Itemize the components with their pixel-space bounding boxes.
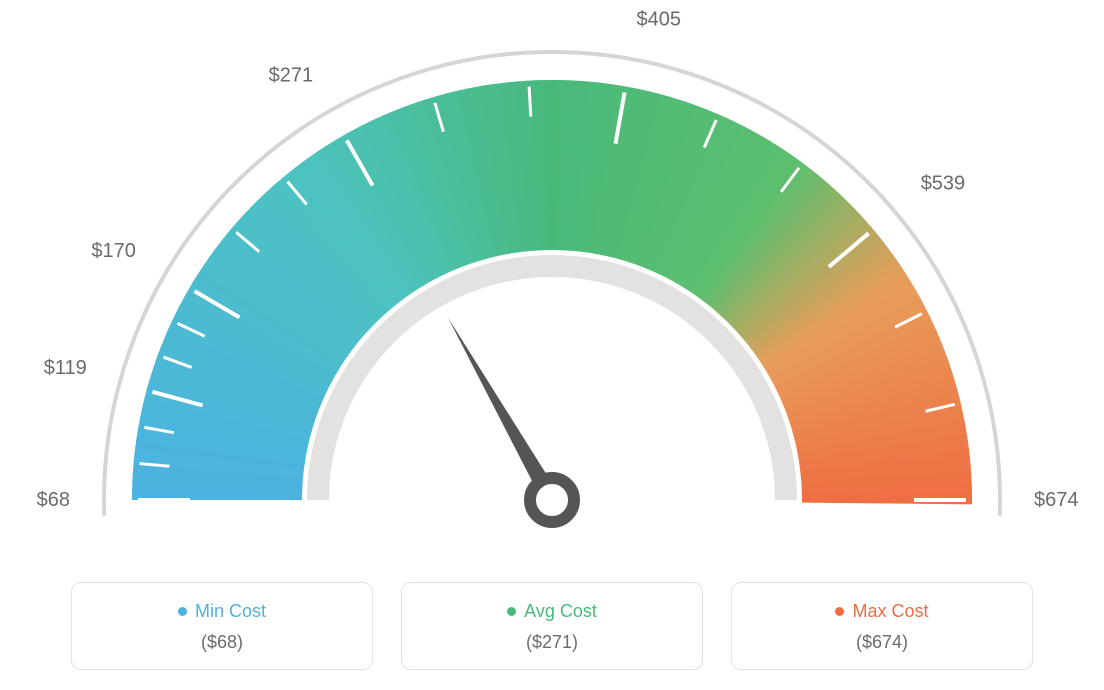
avg-cost-card: Avg Cost ($271) — [401, 582, 703, 670]
gauge-tick-label: $674 — [1034, 489, 1079, 511]
avg-cost-value: ($271) — [402, 632, 702, 653]
avg-cost-label: Avg Cost — [524, 601, 597, 621]
gauge-needle — [448, 318, 574, 522]
min-dot-icon — [178, 607, 187, 616]
max-cost-card: Max Cost ($674) — [731, 582, 1033, 670]
max-cost-title: Max Cost — [732, 601, 1032, 622]
gauge-tick-label: $271 — [269, 64, 314, 86]
max-cost-value: ($674) — [732, 632, 1032, 653]
min-cost-label: Min Cost — [195, 601, 266, 621]
min-cost-title: Min Cost — [72, 601, 372, 622]
min-cost-value: ($68) — [72, 632, 372, 653]
gauge-tick-label: $170 — [91, 240, 136, 262]
gauge-tick-label: $119 — [44, 357, 87, 379]
avg-cost-title: Avg Cost — [402, 601, 702, 622]
gauge-svg: $68 $119 $170 $271 $405 $539 $674 — [0, 0, 1104, 560]
gauge-tick-label: $405 — [637, 8, 682, 30]
gauge-tick-label: $68 — [37, 489, 70, 511]
max-cost-label: Max Cost — [852, 601, 928, 621]
gauge-tick-label: $539 — [921, 173, 966, 195]
min-cost-card: Min Cost ($68) — [71, 582, 373, 670]
legend-row: Min Cost ($68) Avg Cost ($271) Max Cost ($674… — [0, 582, 1104, 670]
max-dot-icon — [835, 607, 844, 616]
avg-dot-icon — [507, 607, 516, 616]
cost-gauge: $68 $119 $170 $271 $405 $539 $674 — [0, 0, 1104, 560]
